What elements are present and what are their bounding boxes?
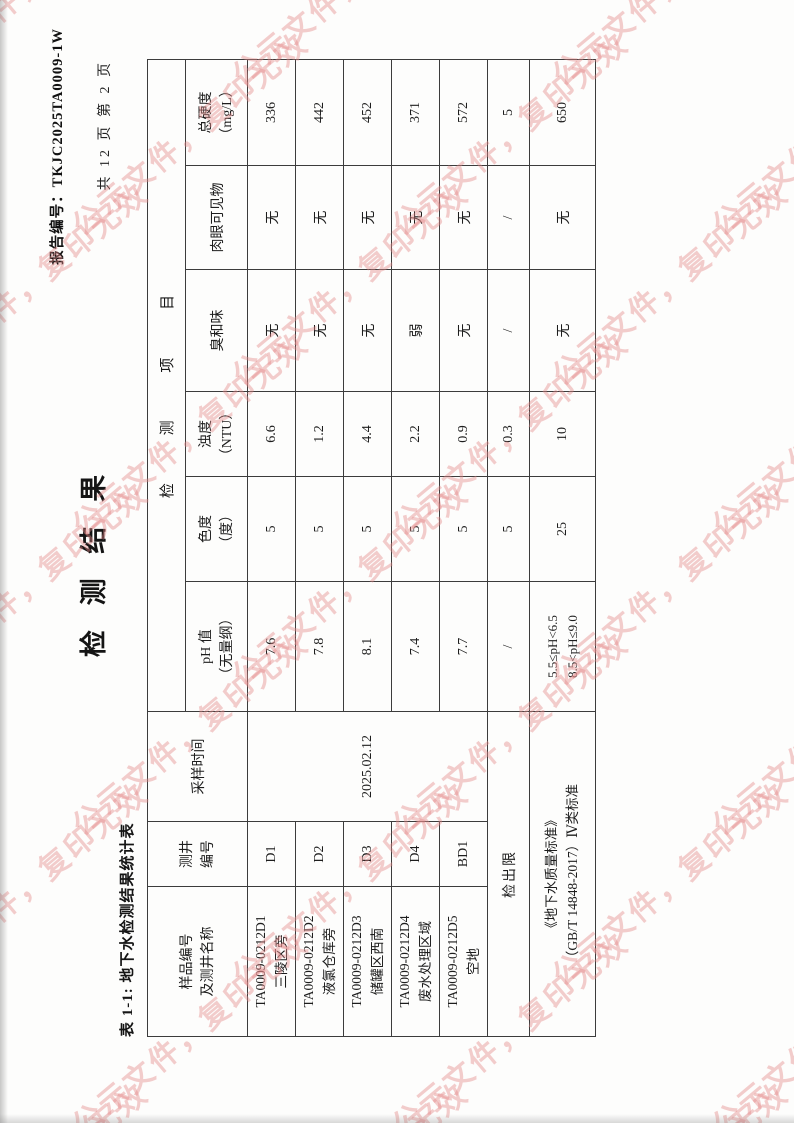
value-cell: /	[487, 165, 530, 270]
detection-limit-row: 检出限 / 5 0.3 / / 5	[487, 59, 530, 1037]
value-cell: 无	[439, 269, 488, 392]
value-cell: 371	[391, 59, 440, 166]
report-number: 报告编号：TKJC2025TA0009-1W	[50, 28, 66, 265]
header-sample-id: 样品编号 及测井名称	[147, 886, 248, 1037]
value-cell: 7.8	[295, 581, 344, 712]
value-cell: 无	[247, 165, 296, 270]
value-cell: 7.4	[391, 581, 440, 712]
value-cell: 弱	[391, 269, 440, 392]
value-cell: 442	[295, 59, 344, 166]
value-cell: 5	[343, 476, 392, 582]
value-cell: 1.2	[295, 391, 344, 477]
detection-limit-label: 检出限	[487, 711, 530, 1037]
value-cell: 2.2	[391, 391, 440, 477]
value-cell: 8.1	[343, 581, 392, 712]
value-cell: /	[487, 269, 530, 392]
header-turbidity: 浊度 （NTU）	[185, 391, 248, 477]
header-row-1: 样品编号 及测井名称 测井 编号 采样时间 检 测 项 目	[147, 59, 248, 1037]
sample-id-cell: TA0009-0212D1 三陵区旁	[247, 886, 296, 1037]
value-cell: 0.3	[487, 391, 530, 477]
well-no-cell: D1	[247, 821, 296, 887]
sample-id-cell: TA0009-0212D2 液氯仓库旁	[295, 886, 344, 1037]
value-cell: 5	[391, 476, 440, 582]
value-cell: 无	[343, 165, 392, 270]
value-cell: 无	[247, 269, 296, 392]
table-row: TA0009-0212D4 废水处理区域 D4 7.4 5 2.2 弱 无 37…	[391, 59, 440, 1037]
value-cell: 650	[529, 59, 596, 166]
standard-label: 《地下水质量标准》 （GB/T 14848-2017）Ⅳ类标准	[529, 711, 596, 1037]
value-cell: 336	[247, 59, 296, 166]
standard-row: 《地下水质量标准》 （GB/T 14848-2017）Ⅳ类标准 5.5≤pH<6…	[529, 59, 596, 1037]
value-cell: /	[487, 581, 530, 712]
sample-id-cell: TA0009-0212D4 废水处理区域	[391, 886, 440, 1037]
value-cell: 5	[487, 476, 530, 582]
header-well-no: 测井 编号	[147, 821, 248, 887]
well-no-cell: D4	[391, 821, 440, 887]
results-table-body: TA0009-0212D1 三陵区旁 D1 2025.02.12 7.6 5 6…	[247, 59, 596, 1037]
value-cell: 无	[343, 269, 392, 392]
value-cell: 无	[295, 165, 344, 270]
well-no-cell: BD1	[439, 821, 488, 887]
value-cell: 无	[391, 165, 440, 270]
value-cell: 无	[295, 269, 344, 392]
value-cell: 5	[247, 476, 296, 582]
header-chroma: 色度 （度）	[185, 476, 248, 582]
value-cell: 无	[439, 165, 488, 270]
value-cell: 7.6	[247, 581, 296, 712]
header-test-items: 检 测 项 目	[147, 59, 186, 712]
value-cell: 5	[439, 476, 488, 582]
value-cell: 无	[529, 165, 596, 270]
value-cell: 572	[439, 59, 488, 166]
value-cell: 5.5≤pH<6.5 8.5<pH≤9.0	[529, 581, 596, 712]
scan-edge-shadow-bottom	[0, 1114, 794, 1123]
value-cell: 5	[487, 59, 530, 166]
header-hardness: 总硬度 （mg/L）	[185, 59, 248, 166]
table-row: TA0009-0212D1 三陵区旁 D1 2025.02.12 7.6 5 6…	[247, 59, 488, 1037]
page-count: 共 12 页 第 2 页	[98, 60, 113, 191]
value-cell: 25	[529, 476, 596, 582]
value-cell: 6.6	[247, 391, 296, 477]
table-row: TA0009-0212D2 液氯仓库旁 D2 7.8 5 1.2 无 无 442	[295, 59, 344, 1037]
table-caption: 表 1-1: 地下水检测结果统计表	[120, 822, 136, 1038]
sample-id-cell: TA0009-0212D3 储罐区西南	[343, 886, 392, 1037]
value-cell: 7.7	[439, 581, 488, 712]
header-visible-matter: 肉眼可见物	[185, 165, 248, 270]
value-cell: 452	[343, 59, 392, 166]
table-row: TA0009-0212D3 储罐区西南 D3 8.1 5 4.4 无 无 452	[343, 59, 392, 1037]
well-no-cell: D2	[295, 821, 344, 887]
header-sample-time: 采样时间	[147, 711, 248, 822]
results-table: 样品编号 及测井名称 测井 编号 采样时间 检 测 项 目 pH 值 （无量纲）…	[147, 59, 596, 1037]
value-cell: 0.9	[439, 391, 488, 477]
value-cell: 无	[529, 269, 596, 392]
scan-edge-shadow-left	[0, 0, 8, 1123]
value-cell: 5	[295, 476, 344, 582]
sample-time-cell: 2025.02.12	[247, 711, 488, 822]
header-odor: 臭和味	[185, 269, 248, 392]
value-cell: 10	[529, 391, 596, 477]
value-cell: 4.4	[343, 391, 392, 477]
sample-id-cell: TA0009-0212D5 空地	[439, 886, 488, 1037]
header-ph: pH 值 （无量纲）	[185, 581, 248, 712]
table-row: TA0009-0212D5 空地 BD1 7.7 5 0.9 无 无 572	[439, 59, 488, 1037]
well-no-cell: D3	[343, 821, 392, 887]
